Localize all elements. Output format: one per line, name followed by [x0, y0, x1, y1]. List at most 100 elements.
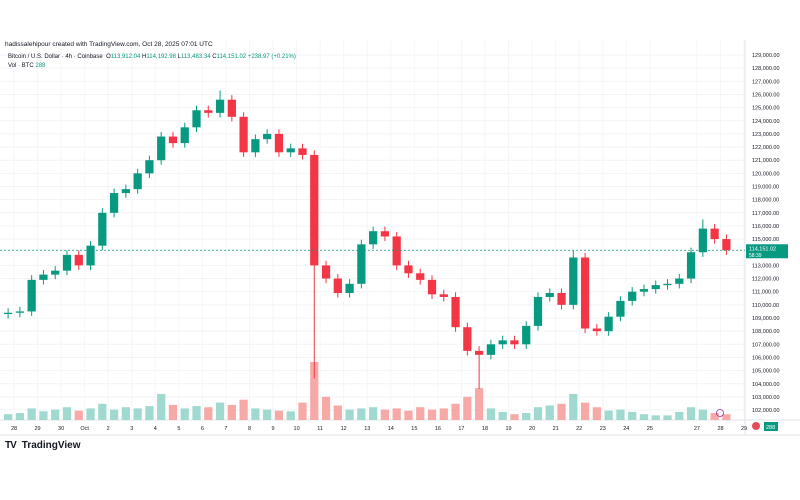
x-tick-label: 28 [717, 426, 723, 432]
volume-bar [498, 411, 507, 420]
candle-body [251, 139, 260, 153]
x-tick-label: 24 [623, 426, 629, 432]
volume-bar [274, 410, 284, 420]
high-value: 114,192.98 [146, 54, 176, 60]
candle-body [215, 99, 225, 113]
y-tick-label: 107,000.00 [752, 342, 780, 348]
candle-body [286, 148, 295, 153]
logo-text: TradingView [21, 440, 81, 451]
x-tick-label: Oct [80, 426, 89, 432]
x-tick-label: 29 [741, 426, 747, 432]
candle-body [298, 148, 307, 155]
open-label: O [106, 54, 111, 60]
candle-body [474, 350, 484, 355]
x-tick-label: 20 [529, 426, 535, 432]
candle-body [486, 344, 496, 355]
candle-body [227, 99, 236, 117]
us-flag-icon [752, 422, 760, 430]
candle-body [604, 316, 613, 332]
volume-bar [404, 410, 413, 420]
y-tick-label: 117,000.00 [752, 211, 779, 217]
volume-bar [486, 408, 496, 420]
volume-label: Vol · BTC [8, 63, 34, 69]
candle-body [580, 257, 590, 329]
x-tick-label: 3 [130, 426, 133, 432]
candle-body [133, 173, 142, 190]
x-tick-label: 14 [388, 426, 394, 432]
y-tick-label: 111,000.00 [752, 290, 779, 296]
volume-bar [204, 407, 213, 420]
candle-body [121, 189, 130, 194]
x-tick-label: 30 [58, 426, 64, 432]
event-marker-icon [716, 409, 724, 417]
candle-body [557, 293, 566, 305]
change-value: +238.97 (+0.21%) [247, 54, 296, 60]
x-tick-label: 8 [248, 426, 251, 432]
candle-body [498, 340, 507, 345]
volume-bar [157, 393, 166, 420]
volume-bar [439, 408, 448, 420]
candle-body [651, 285, 660, 290]
y-tick-label: 119,000.00 [752, 185, 779, 191]
volume-bar [263, 409, 272, 420]
candle-body [522, 325, 531, 345]
volume-bar [74, 410, 83, 420]
countdown-label: 58:39 [749, 253, 762, 259]
candle-body [698, 228, 707, 253]
volume-bar [357, 408, 366, 420]
x-tick-label: 25 [647, 426, 653, 432]
candle-body [686, 252, 696, 279]
volume-bar [522, 413, 531, 420]
candle-body [310, 154, 319, 266]
candle-body [274, 133, 284, 153]
y-tick-label: 105,000.00 [752, 369, 780, 375]
volume-badge-label: 288 [766, 425, 775, 431]
tradingview-logo: TV TradingView [5, 440, 81, 451]
volume-bar [639, 414, 649, 420]
symbol-title: Bitcoin / U.S. Dollar · 4h · Coinbase [8, 54, 103, 60]
volume-bar [392, 408, 401, 420]
volume-bar [651, 415, 660, 420]
x-tick-label: 10 [294, 426, 300, 432]
y-tick-label: 120,000.00 [752, 171, 780, 177]
candle-body [392, 236, 401, 266]
y-tick-label: 112,000.00 [752, 277, 779, 283]
y-tick-label: 123,000.00 [752, 132, 780, 138]
volume-bar [298, 402, 307, 420]
y-tick-label: 108,000.00 [752, 329, 780, 335]
volume-bar [474, 388, 484, 420]
x-tick-label: 23 [600, 426, 606, 432]
x-tick-label: 27 [694, 426, 700, 432]
volume-bar [675, 411, 684, 420]
candle-body [404, 265, 413, 274]
candle-body [263, 133, 272, 140]
y-tick-label: 110,000.00 [752, 303, 779, 309]
volume-bar [239, 399, 248, 420]
candle-body [545, 293, 554, 297]
candle-body [639, 289, 649, 292]
volume-bar [663, 415, 672, 420]
y-tick-label: 109,000.00 [752, 316, 780, 322]
volume-bar [39, 411, 48, 420]
volume-bar [3, 414, 13, 420]
x-tick-label: 2 [107, 426, 110, 432]
volume-bar [416, 407, 425, 420]
y-tick-label: 127,000.00 [752, 79, 780, 85]
volume-bar [215, 402, 225, 420]
y-tick-label: 104,000.00 [752, 382, 780, 388]
volume-badge [764, 422, 778, 431]
y-tick-label: 103,000.00 [752, 395, 780, 401]
x-tick-label: 6 [201, 426, 204, 432]
y-tick-label: 116,000.00 [752, 224, 779, 230]
candle-body [510, 340, 519, 345]
candle-body [569, 257, 578, 305]
candle-body [74, 254, 83, 266]
x-tick-label: 5 [177, 426, 180, 432]
candle-body [616, 300, 625, 317]
x-tick-label: 22 [576, 426, 582, 432]
volume-bar [616, 409, 625, 420]
candle-body [439, 294, 448, 297]
volume-bar [192, 406, 201, 420]
